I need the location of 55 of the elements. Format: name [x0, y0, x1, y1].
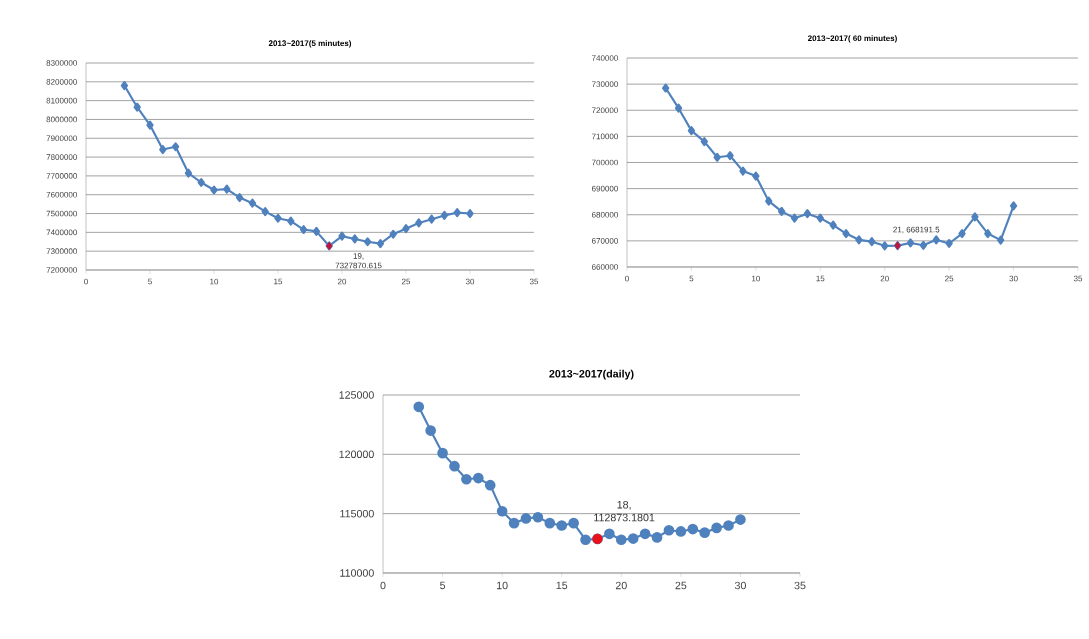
x-tick-label: 5 [148, 278, 152, 285]
y-tick-label: 7700000 [46, 173, 77, 179]
x-tick-label: 0 [380, 581, 386, 590]
x-tick-label: 35 [794, 581, 806, 590]
x-tick-label: 35 [529, 278, 539, 285]
y-tick-label: 8000000 [46, 116, 77, 123]
x-tick-label: 5 [440, 581, 446, 590]
y-tick-label: 115000 [340, 509, 374, 518]
y-tick-label: 740000 [592, 55, 618, 61]
x-tick-label: 0 [84, 278, 88, 285]
y-tick-label: 7900000 [46, 135, 77, 142]
x-tick-label: 20 [880, 275, 889, 282]
y-tick-label: 7500000 [46, 210, 77, 217]
y-tick-label: 7200000 [46, 267, 77, 273]
x-tick-label: 25 [675, 581, 687, 590]
x-tick-label: 25 [945, 275, 954, 282]
y-tick-label: 690000 [592, 185, 618, 192]
x-tick-label: 30 [1009, 275, 1018, 282]
x-tick-label: 20 [615, 581, 627, 590]
y-tick-label: 7600000 [46, 191, 77, 198]
y-tick-label: 8300000 [46, 60, 77, 66]
y-tick-label: 7800000 [46, 154, 77, 160]
x-tick-label: 30 [465, 278, 475, 285]
y-tick-label: 7400000 [46, 229, 77, 236]
y-tick-label: 8100000 [46, 97, 77, 104]
x-tick-label: 10 [752, 275, 760, 282]
x-tick-label: 5 [689, 275, 694, 282]
x-tick-label: 30 [734, 581, 746, 590]
x-tick-label: 35 [1073, 275, 1083, 282]
y-tick-label: 7300000 [46, 248, 77, 255]
x-tick-label: 10 [210, 278, 219, 285]
x-tick-label: 15 [556, 581, 568, 590]
y-tick-label: 680000 [592, 211, 618, 218]
x-tick-label: 25 [401, 278, 411, 285]
annotation: 18, 112873.1801 [594, 500, 655, 522]
y-tick-label: 660000 [592, 264, 618, 270]
x-tick-label: 0 [625, 275, 629, 282]
y-tick-label: 125000 [339, 391, 374, 399]
x-tick-label: 10 [497, 581, 508, 590]
x-tick-label: 15 [816, 275, 825, 282]
y-tick-label: 110000 [340, 569, 374, 577]
y-tick-label: 700000 [592, 159, 618, 166]
y-tick-label: 120000 [339, 450, 374, 459]
y-tick-label: 720000 [592, 107, 618, 114]
chart-title: 2013~2017(daily) [549, 369, 634, 380]
chart-title: 2013~2017(5 minutes) [268, 40, 352, 48]
x-tick-label: 15 [274, 278, 283, 285]
annotation: 21, 668191.5 [893, 226, 940, 234]
y-tick-label: 670000 [592, 238, 618, 244]
x-tick-label: 20 [337, 278, 347, 285]
annotation: 19, 7327870.615 [335, 253, 382, 269]
chart-title: 2013~2017( 60 minutes) [807, 35, 897, 43]
y-tick-label: 710000 [592, 133, 618, 140]
y-tick-label: 730000 [592, 81, 618, 87]
y-tick-label: 8200000 [46, 78, 77, 85]
